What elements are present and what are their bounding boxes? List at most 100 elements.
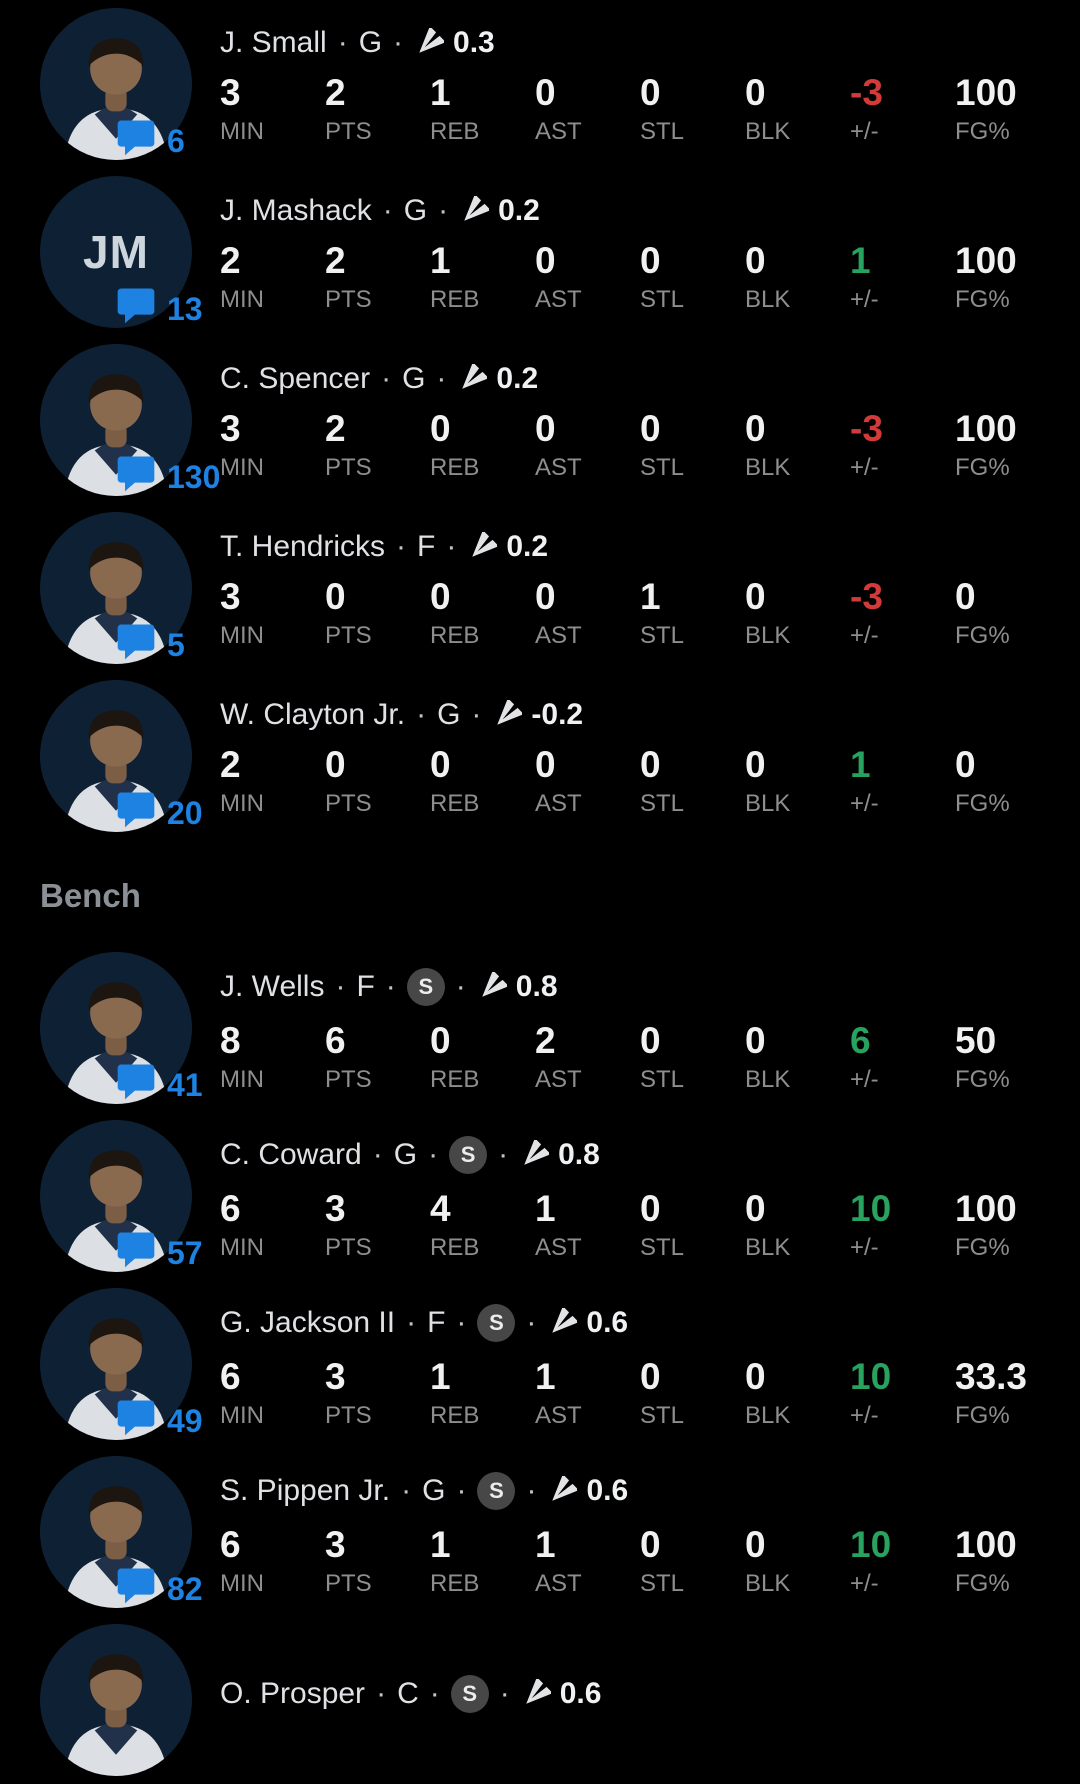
player-position: G <box>402 362 426 395</box>
stat-cell: 3 PTS <box>325 1358 430 1428</box>
stat-label: MIN <box>220 454 264 481</box>
stat-cell: 0 FG% <box>955 746 1060 816</box>
comment-badge[interactable]: 130 <box>112 453 220 502</box>
player-avatar[interactable]: 49 <box>0 1280 220 1448</box>
player-name-line: G. Jackson II · F · S · 0.6 <box>220 1304 1080 1342</box>
player-row-content: C. Coward · G · S · 0.8 6 MIN 3 PTS 4 REB 1 AST… <box>220 1112 1080 1280</box>
player-avatar[interactable] <box>0 1616 220 1784</box>
stat-value: 10 <box>850 1356 892 1397</box>
player-row[interactable]: O. Prosper · C · S · 0.6 <box>0 1616 1080 1784</box>
separator-dot: · <box>381 362 392 395</box>
stat-cell: 0 REB <box>430 410 535 480</box>
stat-cell: 0 AST <box>535 578 640 648</box>
player-row-content: G. Jackson II · F · S · 0.6 6 MIN 3 PTS 1 REB… <box>220 1280 1080 1448</box>
stat-value: 0 <box>535 240 556 281</box>
player-avatar[interactable]: 82 <box>0 1448 220 1616</box>
stat-value: 3 <box>325 1356 346 1397</box>
comment-badge[interactable]: 82 <box>112 1565 203 1614</box>
avatar: JM <box>40 176 192 328</box>
player-row-content: J. Wells · F · S · 0.8 8 MIN 6 PTS 0 REB 2 AST 0… <box>220 944 1080 1112</box>
player-row[interactable]: 49 G. Jackson II · F · S · 0.6 6 MIN 3 PTS 1… <box>0 1280 1080 1448</box>
stat-value: 0 <box>430 1020 451 1061</box>
stat-cell: 1 REB <box>430 242 535 312</box>
separator-dot: · <box>396 530 407 563</box>
player-row[interactable]: 82 S. Pippen Jr. · G · S · 0.6 6 MIN 3 PTS 1… <box>0 1448 1080 1616</box>
stat-value: 50 <box>955 1020 997 1061</box>
comment-badge[interactable]: 41 <box>112 1061 203 1110</box>
player-name: J. Small <box>220 26 327 59</box>
stat-value: 2 <box>325 240 346 281</box>
separator-dot: · <box>393 26 404 59</box>
stat-value: 0 <box>745 1020 766 1061</box>
stat-value: 2 <box>325 408 346 449</box>
player-avatar[interactable]: 57 <box>0 1112 220 1280</box>
stat-cell: 1 REB <box>430 1526 535 1596</box>
player-row[interactable]: 6 J. Small · G · · 0.3 3MIN2PTS1REB0AST0… <box>0 0 1080 168</box>
stat-label: FG% <box>955 622 1010 649</box>
comment-badge[interactable]: 49 <box>112 1397 203 1446</box>
comment-bubble-icon <box>112 621 160 670</box>
comment-badge[interactable]: 20 <box>112 789 203 838</box>
comment-badge[interactable]: 57 <box>112 1229 203 1278</box>
stat-label: STL <box>640 1570 685 1597</box>
fantasy-points-icon <box>492 700 523 730</box>
stat-cell: -3 +/- <box>850 74 955 144</box>
separator-dot: · <box>416 698 427 731</box>
stat-cell: 3 PTS <box>325 1190 430 1260</box>
stat-label: AST <box>535 454 582 481</box>
stat-cell: 2 MIN <box>220 242 325 312</box>
stat-label: REB <box>430 1066 480 1093</box>
avatar <box>40 952 192 1104</box>
stat-value: 0 <box>745 1356 766 1397</box>
stat-label: STL <box>640 454 685 481</box>
player-avatar[interactable]: 6 <box>0 0 220 168</box>
comment-badge[interactable]: 13 <box>112 285 203 334</box>
player-avatar[interactable]: JM 13 <box>0 168 220 336</box>
squad-badge: S <box>406 968 445 1006</box>
comment-badge[interactable]: 6 <box>112 117 185 166</box>
stat-cell: 10 +/- <box>850 1526 955 1596</box>
stat-label: STL <box>640 1402 685 1429</box>
player-avatar[interactable]: 5 <box>0 504 220 672</box>
stat-label: BLK <box>745 1066 791 1093</box>
separator-dot: · <box>372 1138 383 1171</box>
stat-cell: 0 BLK <box>745 1022 850 1092</box>
stat-value: 100 <box>955 408 1017 449</box>
comment-badge[interactable]: 5 <box>112 621 185 670</box>
separator-dot: · <box>471 698 482 731</box>
player-row[interactable]: JM 13 J. Mashack · G · · <box>0 168 1080 336</box>
fantasy-points-icon <box>519 1140 550 1170</box>
avatar <box>40 1456 192 1608</box>
stat-label: REB <box>430 118 480 145</box>
stat-cell: 0 STL <box>640 1526 745 1596</box>
player-row[interactable]: 20 W. Clayton Jr. · G · · -0.2 2MIN0PTS0… <box>0 672 1080 840</box>
stat-label: AST <box>535 1570 582 1597</box>
stat-label: REB <box>430 1570 480 1597</box>
stat-cell: 1 REB <box>430 1358 535 1428</box>
player-avatar[interactable]: 130 <box>0 336 220 504</box>
player-row[interactable]: 130 C. Spencer · G · · 0.2 3MIN2PTS0REB0… <box>0 336 1080 504</box>
stat-value: 2 <box>535 1020 556 1061</box>
player-row[interactable]: 41 J. Wells · F · S · 0.8 8 MIN 6 PTS 0 REB 2 A… <box>0 944 1080 1112</box>
player-row[interactable]: 57 C. Coward · G · S · 0.8 6 MIN 3 PTS 4 REB 1… <box>0 1112 1080 1280</box>
stat-value: 0 <box>745 240 766 281</box>
stat-label: +/- <box>850 118 879 145</box>
stats-row: 2 MIN 2 PTS 1 REB 0 AST 0 STL 0 BLK 1 +/- 100 FG% <box>220 242 1080 312</box>
player-photo <box>40 1288 192 1440</box>
player-row[interactable]: 5 T. Hendricks · F · · 0.2 3MIN0PTS0REB0… <box>0 504 1080 672</box>
player-position: G <box>437 698 461 731</box>
player-name-line: T. Hendricks · F · · 0.2 <box>220 532 1080 562</box>
fantasy-points-icon <box>477 972 507 1002</box>
stat-label: PTS <box>325 622 372 649</box>
fantasy-points-icon <box>467 532 498 562</box>
stat-cell: 0 BLK <box>745 1190 850 1260</box>
starters-section: 6 J. Small · G · · 0.3 3MIN2PTS1REB0AST0… <box>0 0 1080 840</box>
separator-dot: · <box>456 1474 467 1507</box>
player-row-content: T. Hendricks · F · · 0.2 3 MIN 0 PTS 0 REB 0 AS… <box>220 504 1080 672</box>
squad-badge: S <box>477 1304 516 1342</box>
separator-dot: · <box>335 970 346 1003</box>
stat-cell: 0 REB <box>430 1022 535 1092</box>
player-position: F <box>356 970 375 1003</box>
player-avatar[interactable]: 41 <box>0 944 220 1112</box>
player-avatar[interactable]: 20 <box>0 672 220 840</box>
